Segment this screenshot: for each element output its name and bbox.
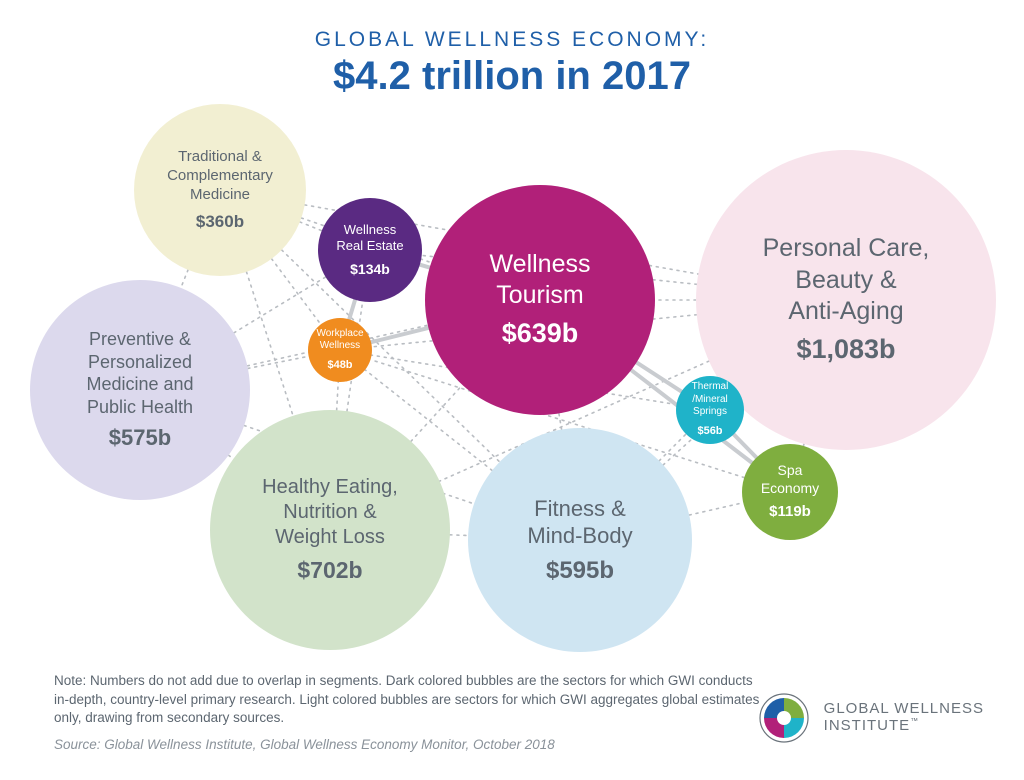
bubble-label: WellnessTourism [480, 249, 601, 312]
source-line: Source: Global Wellness Institute, Globa… [54, 737, 764, 752]
bubble-label: Preventive &PersonalizedMedicine andPubl… [76, 328, 203, 418]
bubble-traditional-medicine: Traditional &ComplementaryMedicine $360b [134, 104, 306, 276]
brand-logo-icon [758, 692, 810, 744]
bubble-workplace-wellness: WorkplaceWellness $48b [308, 318, 372, 382]
bubble-fitness-mind-body: Fitness &Mind-Body $595b [468, 428, 692, 652]
bubble-value: $595b [546, 556, 614, 586]
bubble-value: $134b [350, 261, 390, 279]
bubble-thermal-springs: Thermal/MineralSprings $56b [676, 376, 744, 444]
bubble-value: $360b [196, 211, 244, 232]
footnote: Note: Numbers do not add due to overlap … [54, 672, 764, 727]
bubble-value: $119b [769, 503, 811, 522]
bubble-label: WellnessReal Estate [326, 222, 413, 255]
bubble-preventive-medicine: Preventive &PersonalizedMedicine andPubl… [30, 280, 250, 500]
bubble-label: WorkplaceWellness [306, 328, 373, 353]
bubble-wellness-real-estate: WellnessReal Estate $134b [318, 198, 422, 302]
bubble-label: Thermal/MineralSprings [682, 381, 739, 419]
brand-line2: INSTITUTE [824, 717, 911, 734]
infographic-stage: GLOBAL WELLNESS ECONOMY: $4.2 trillion i… [0, 0, 1024, 780]
brand-tm: ™ [910, 717, 919, 726]
bubble-label: Fitness &Mind-Body [517, 495, 642, 550]
brand-line1: GLOBAL WELLNESS [824, 701, 984, 718]
bubble-value: $639b [502, 317, 579, 351]
bubble-value: $575b [109, 424, 171, 452]
bubble-label: SpaEconomy [751, 462, 829, 497]
bubble-label: Personal Care,Beauty &Anti-Aging [753, 233, 940, 327]
bubble-label: Traditional &ComplementaryMedicine [157, 148, 283, 204]
bubble-spa-economy: SpaEconomy $119b [742, 444, 838, 540]
bubble-value: $56b [697, 425, 722, 439]
bubble-value: $1,083b [796, 333, 895, 367]
bubble-wellness-tourism: WellnessTourism $639b [425, 185, 655, 415]
brand-block: GLOBAL WELLNESS INSTITUTE™ [758, 692, 984, 744]
bubble-label: Healthy Eating,Nutrition &Weight Loss [252, 475, 408, 550]
bubble-value: $702b [297, 556, 362, 585]
brand-text: GLOBAL WELLNESS INSTITUTE™ [824, 701, 984, 735]
footer: Note: Numbers do not add due to overlap … [54, 672, 764, 752]
bubble-value: $48b [327, 359, 352, 373]
bubble-healthy-eating: Healthy Eating,Nutrition &Weight Loss $70… [210, 410, 450, 650]
